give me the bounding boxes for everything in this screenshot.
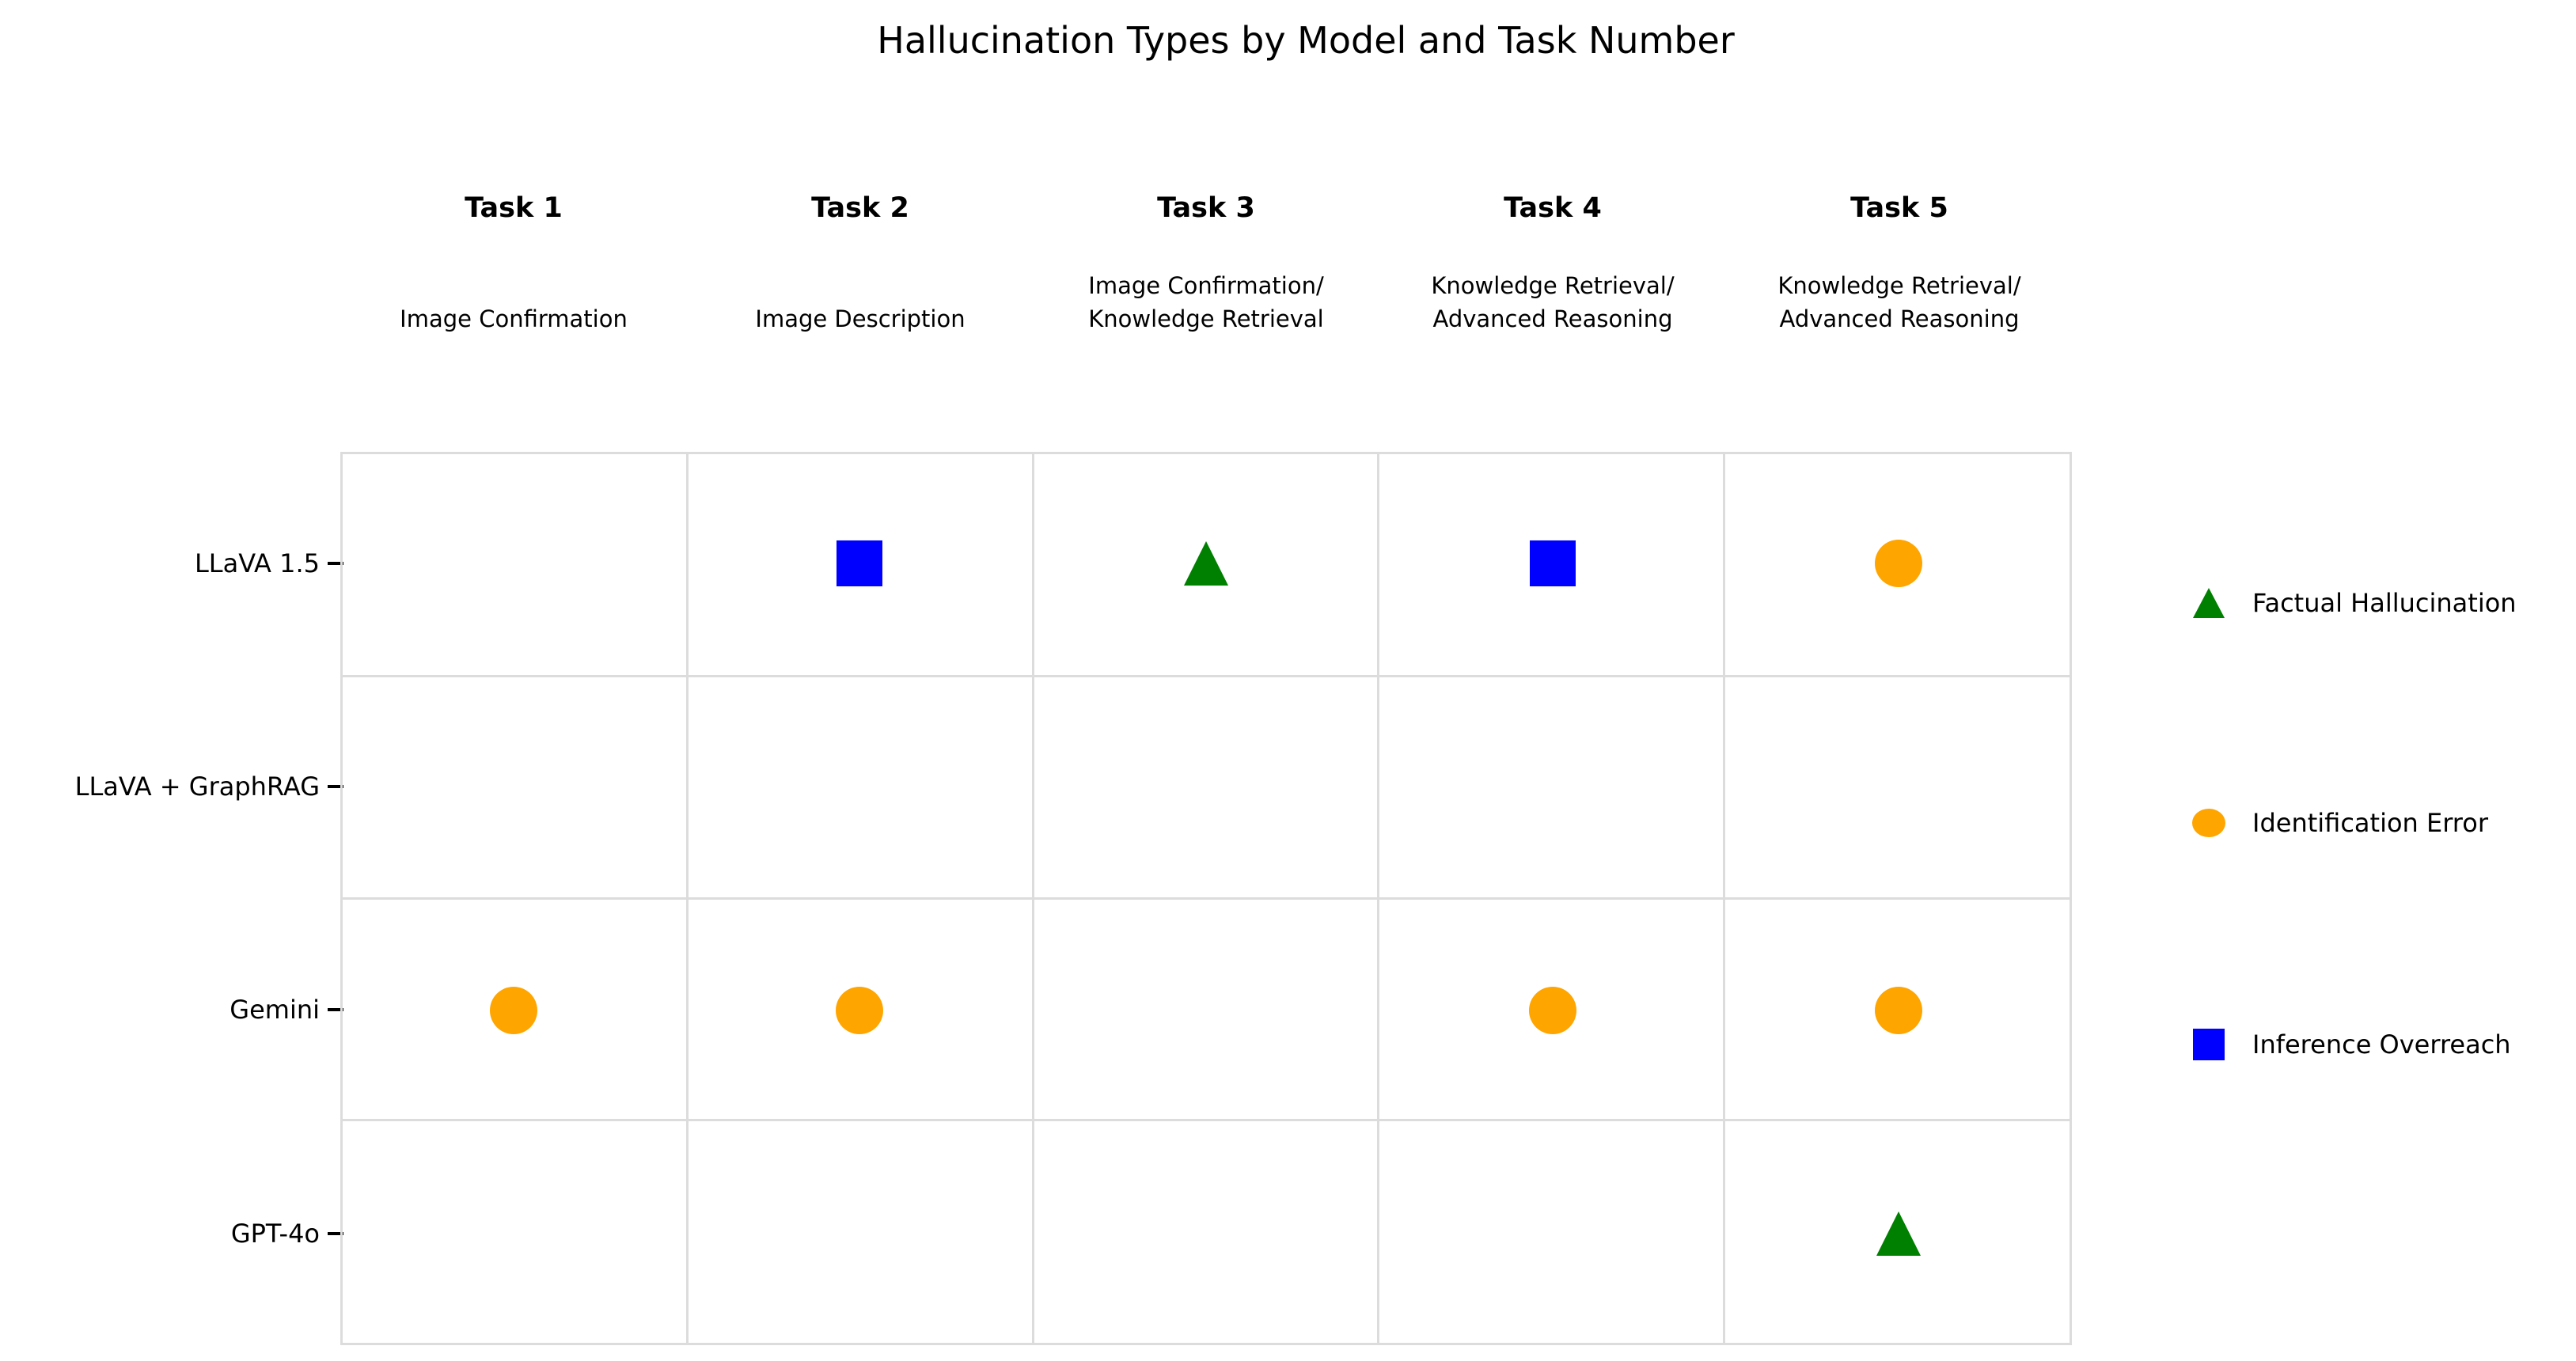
y-tick	[328, 562, 343, 565]
y-tick	[328, 785, 343, 788]
gridline-horizontal	[343, 1119, 2070, 1122]
task-5-header: Task 5	[1850, 192, 1948, 224]
legend-label: Identification Error	[2252, 808, 2488, 838]
gridline-horizontal	[343, 897, 2070, 900]
row-label-llava-graphrag: LLaVA + GraphRAG	[74, 771, 320, 802]
task-2-subtitle: Image Description	[755, 305, 966, 332]
marker-circle	[1528, 986, 1576, 1034]
marker-circle	[1875, 986, 1923, 1034]
marker-circle	[836, 986, 884, 1034]
square-icon	[2193, 1029, 2225, 1060]
row-label-gemini: Gemini	[230, 995, 320, 1025]
legend-label: Inference Overreach	[2252, 1029, 2511, 1060]
gridline-horizontal	[343, 674, 2070, 677]
row-label-llava-1-5: LLaVA 1.5	[194, 548, 320, 578]
y-tick	[328, 1008, 343, 1011]
task-3-subtitle: Image Confirmation/ Knowledge Retrieval	[1088, 272, 1324, 332]
marker-triangle	[1184, 541, 1228, 586]
task-5-subtitle: Knowledge Retrieval/ Advanced Reasoning	[1777, 272, 2021, 332]
row-label-gpt-4o: GPT-4o	[230, 1219, 320, 1249]
legend-item-factual-hallucination: Factual Hallucination	[2173, 579, 2517, 627]
task-1-header: Task 1	[465, 192, 563, 224]
marker-square	[1529, 540, 1576, 587]
marker-circle	[489, 986, 537, 1034]
legend-label: Factual Hallucination	[2252, 588, 2517, 618]
legend-item-identification-error: Identification Error	[2173, 799, 2488, 847]
task-1-subtitle: Image Confirmation	[400, 305, 628, 332]
task-4-subtitle: Knowledge Retrieval/ Advanced Reasoning	[1431, 272, 1675, 332]
legend-item-inference-overreach: Inference Overreach	[2173, 1021, 2511, 1068]
task-2-header: Task 2	[811, 192, 909, 224]
circle-icon	[2192, 809, 2225, 837]
task-3-header: Task 3	[1157, 192, 1255, 224]
marker-circle	[1875, 540, 1923, 588]
plot-grid	[340, 452, 2072, 1345]
y-tick	[328, 1232, 343, 1235]
marker-triangle	[1876, 1211, 1922, 1256]
marker-square	[837, 540, 883, 587]
task-4-header: Task 4	[1504, 192, 1602, 224]
triangle-icon	[2193, 588, 2225, 618]
chart-title: Hallucination Types by Model and Task Nu…	[877, 19, 1735, 62]
